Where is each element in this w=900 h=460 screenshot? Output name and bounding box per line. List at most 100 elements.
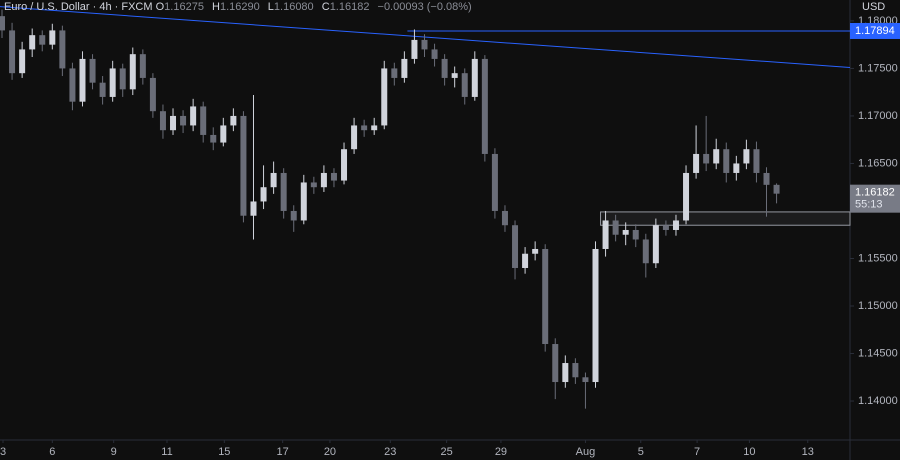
candle-body (622, 229, 629, 235)
candle-body (361, 125, 368, 131)
support-zone (600, 211, 851, 226)
candle-body (230, 115, 237, 126)
candle-body (441, 58, 448, 78)
l-label: L (267, 1, 274, 13)
candle-body (180, 115, 187, 126)
y-tick-label: 1.14000 (858, 395, 898, 407)
candle-body (582, 377, 589, 383)
candle-body (431, 49, 438, 59)
candle-body (763, 172, 770, 185)
level-label: 1.17894 (855, 25, 895, 37)
h-label: H (212, 1, 220, 13)
candle-body (49, 30, 56, 45)
candle-body (602, 220, 609, 249)
symbol: Euro / U.S. Dollar · 4h · FXCM (4, 1, 153, 13)
candle-body (572, 363, 579, 378)
candle-body (451, 73, 458, 78)
y-tick-label: 1.16500 (858, 157, 898, 169)
candle-body (69, 68, 76, 102)
change: −0.00093 (−0.08%) (377, 1, 472, 13)
candle-body (461, 73, 468, 97)
candle-body (210, 134, 217, 143)
candle-body (320, 172, 327, 188)
symbol-header: Euro / U.S. Dollar · 4h · FXCM O1.16275 … (4, 1, 477, 13)
trendline (0, 6, 851, 68)
candle-body (59, 30, 66, 69)
candle-body (592, 248, 599, 383)
candle-body (9, 30, 16, 74)
candle-body (200, 106, 207, 135)
candle-body (280, 172, 287, 211)
h-value: 1.16290 (219, 1, 260, 13)
x-tick-label: 15 (218, 446, 230, 458)
candle-body (532, 248, 539, 254)
candle-body (773, 184, 780, 194)
candle-body (170, 115, 177, 131)
candle-body (401, 58, 408, 78)
candle-body (713, 149, 720, 164)
candle-body (421, 39, 428, 50)
candle-body (652, 225, 659, 264)
candle-body (341, 149, 348, 181)
candle-body (250, 201, 257, 216)
x-tick-label: 17 (277, 446, 289, 458)
candle-body (351, 125, 358, 150)
candle-body (723, 149, 730, 173)
x-tick-label: 23 (384, 446, 396, 458)
c-label: C (321, 1, 330, 13)
candle-body (481, 58, 488, 154)
candle-body (512, 225, 519, 268)
candle-body (310, 182, 317, 188)
l-value: 1.16080 (273, 1, 314, 13)
candle-body (703, 153, 710, 164)
candle-body (300, 182, 307, 221)
candle-body (159, 111, 166, 131)
candle-body (129, 54, 136, 90)
candle-body (662, 225, 669, 230)
candle-body (220, 125, 227, 143)
x-tick-label: 13 (802, 446, 814, 458)
candle-body (552, 344, 559, 383)
candle-body (632, 229, 639, 240)
candle-body (471, 58, 478, 97)
candle-body (501, 210, 508, 226)
y-tick-label: 1.17000 (858, 110, 898, 122)
candle-body (139, 54, 146, 78)
candle-body (79, 58, 86, 102)
candle-body (391, 68, 398, 78)
y-tick-label: 1.15000 (858, 300, 898, 312)
candle-body (522, 253, 529, 268)
currency[interactable]: USD (862, 1, 886, 13)
candle-body (542, 248, 549, 345)
x-tick-label: 10 (743, 446, 755, 458)
candle-body (99, 82, 106, 97)
x-tick-label: 29 (495, 446, 507, 458)
candle-body (381, 68, 388, 126)
candle-body (0, 16, 6, 31)
x-tick-label: 7 (694, 446, 700, 458)
candle-body (39, 35, 46, 45)
c-value: 1.16182 (329, 1, 370, 13)
candle-body (753, 149, 760, 173)
candle-body (672, 220, 679, 230)
last-price-bg (850, 184, 900, 213)
candle-body (119, 68, 126, 90)
x-tick-label: 5 (638, 446, 644, 458)
candle-body (29, 35, 36, 50)
y-tick-label: 1.15500 (858, 252, 898, 264)
candle-body (642, 239, 649, 264)
x-tick-label: 6 (49, 446, 55, 458)
candle-body (330, 172, 337, 181)
candle-body (491, 153, 498, 211)
candle-body (683, 172, 690, 221)
countdown-label: 55:13 (855, 199, 883, 211)
last-price-label: 1.16182 (855, 187, 895, 199)
level-label-bg (850, 22, 900, 39)
x-tick-label: 11 (161, 446, 172, 458)
y-tick-label: 1.17500 (858, 62, 898, 74)
candle-body (733, 163, 740, 173)
x-tick-label: Aug (576, 446, 596, 458)
candle-body (290, 210, 297, 221)
candle-body (693, 153, 700, 173)
